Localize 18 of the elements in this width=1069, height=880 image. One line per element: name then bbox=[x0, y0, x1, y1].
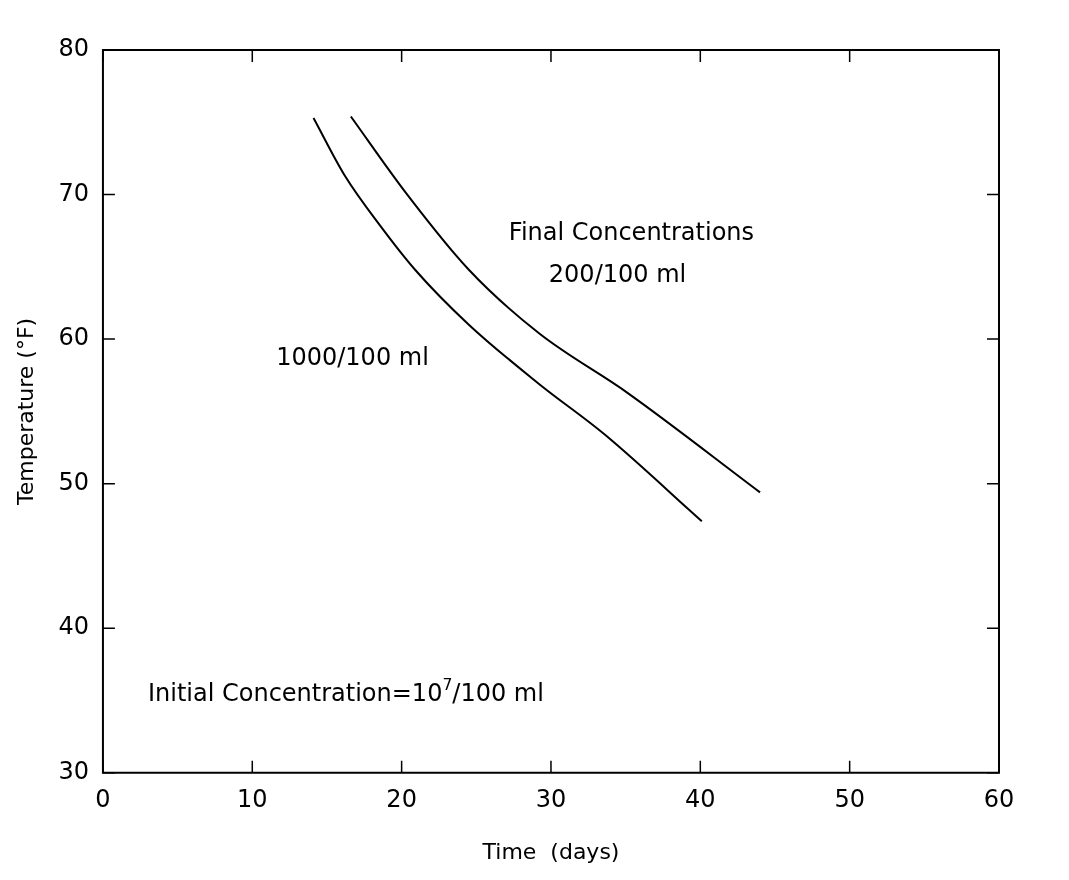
x-tick-label: 50 bbox=[834, 785, 865, 814]
x-tick-label: 30 bbox=[535, 785, 567, 814]
series-label: 1000/100 ml bbox=[276, 342, 429, 371]
series-label: 200/100 ml bbox=[548, 259, 687, 288]
y-axis-title: Temperature (°F) bbox=[12, 317, 38, 506]
x-tick-label: 10 bbox=[237, 785, 268, 814]
y-tick-label: 80 bbox=[58, 34, 89, 63]
x-axis-title: Time (days) bbox=[481, 838, 620, 864]
annotation: Final Concentrations bbox=[508, 217, 755, 246]
x-tick-label: 0 bbox=[95, 785, 111, 814]
x-tick-label: 60 bbox=[983, 785, 1015, 814]
y-tick-label: 30 bbox=[58, 757, 89, 786]
x-tick-label: 40 bbox=[685, 785, 716, 814]
y-tick-label: 40 bbox=[58, 612, 89, 641]
y-tick-label: 60 bbox=[58, 323, 89, 352]
y-tick-label: 50 bbox=[58, 467, 89, 496]
y-tick-label: 70 bbox=[58, 178, 89, 207]
x-tick-label: 20 bbox=[386, 785, 417, 814]
